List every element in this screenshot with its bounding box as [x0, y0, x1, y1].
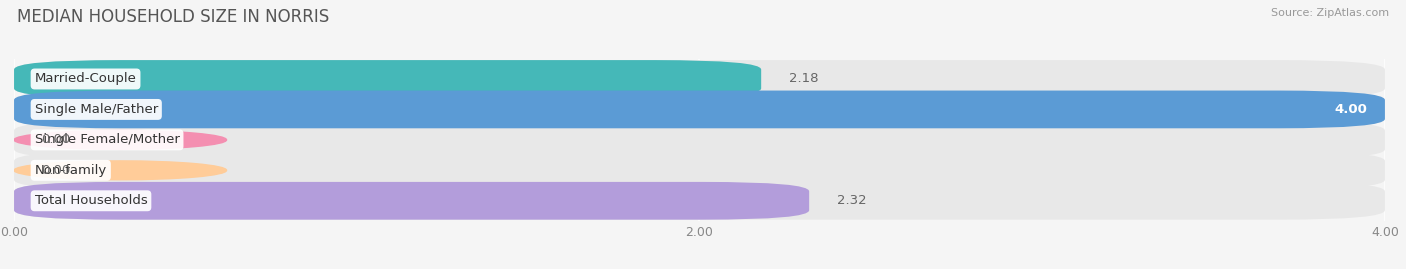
FancyBboxPatch shape — [14, 91, 1385, 128]
Text: Single Female/Mother: Single Female/Mother — [35, 133, 180, 146]
Text: 2.32: 2.32 — [837, 194, 866, 207]
Text: 0.00: 0.00 — [42, 164, 70, 177]
Text: 4.00: 4.00 — [1334, 103, 1368, 116]
Text: MEDIAN HOUSEHOLD SIZE IN NORRIS: MEDIAN HOUSEHOLD SIZE IN NORRIS — [17, 8, 329, 26]
FancyBboxPatch shape — [14, 60, 761, 98]
Circle shape — [14, 161, 226, 180]
Text: Total Households: Total Households — [35, 194, 148, 207]
Text: Source: ZipAtlas.com: Source: ZipAtlas.com — [1271, 8, 1389, 18]
FancyBboxPatch shape — [14, 91, 1385, 128]
Text: 0.00: 0.00 — [42, 133, 70, 146]
Text: 2.18: 2.18 — [789, 72, 818, 86]
FancyBboxPatch shape — [14, 121, 1385, 159]
FancyBboxPatch shape — [14, 60, 1385, 98]
FancyBboxPatch shape — [14, 182, 810, 220]
Text: Single Male/Father: Single Male/Father — [35, 103, 157, 116]
FancyBboxPatch shape — [14, 151, 1385, 189]
Text: Married-Couple: Married-Couple — [35, 72, 136, 86]
FancyBboxPatch shape — [14, 182, 1385, 220]
Circle shape — [14, 130, 226, 149]
Text: Non-family: Non-family — [35, 164, 107, 177]
